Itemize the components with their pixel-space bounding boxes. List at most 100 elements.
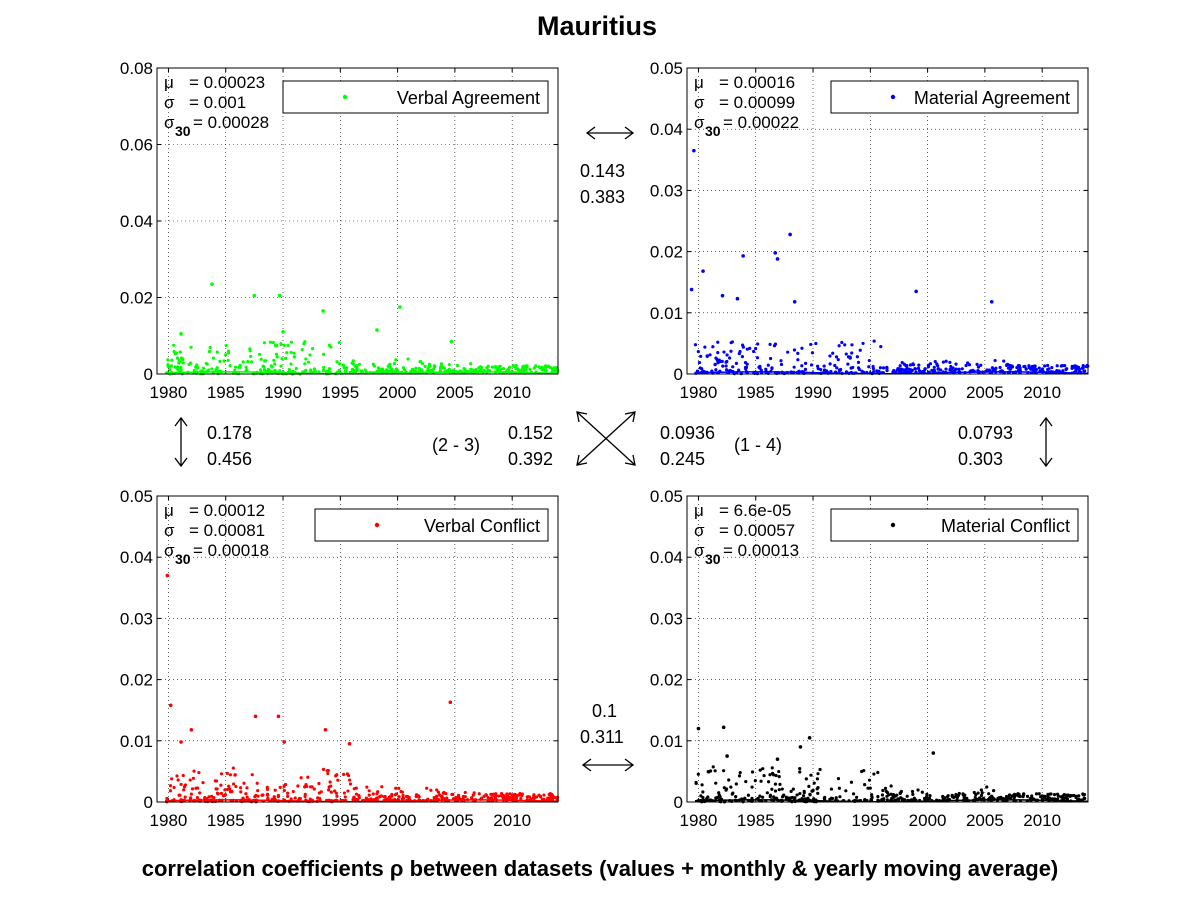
data-point xyxy=(810,351,815,355)
data-point xyxy=(250,773,254,777)
data-point xyxy=(927,796,932,800)
data-point xyxy=(401,793,405,798)
data-point-peak xyxy=(741,254,745,258)
data-point xyxy=(713,769,717,773)
data-point xyxy=(885,369,889,373)
data-point xyxy=(777,775,781,779)
data-point xyxy=(308,785,313,789)
data-point xyxy=(179,782,183,787)
data-point xyxy=(911,792,915,796)
data-point xyxy=(745,362,749,366)
data-point xyxy=(863,798,867,802)
data-point xyxy=(725,359,729,364)
data-point xyxy=(228,790,233,794)
data-point xyxy=(990,366,995,370)
data-point xyxy=(800,346,804,350)
panel-material-agreement: 1980 1985 1990 1995 2000 2005 2010 0 0.01 0.02 0.0… xyxy=(650,59,1090,402)
data-point xyxy=(714,796,718,800)
plot-area xyxy=(157,496,558,802)
data-point xyxy=(713,363,717,367)
data-point xyxy=(190,787,195,791)
x-tick-label: 1990 xyxy=(794,383,832,402)
data-point xyxy=(881,366,886,370)
data-point xyxy=(342,772,346,777)
data-point xyxy=(846,355,851,359)
data-point xyxy=(395,368,400,372)
data-point xyxy=(1056,794,1060,798)
corr-right-b: 0.303 xyxy=(958,449,1004,469)
data-point xyxy=(836,357,840,362)
data-point xyxy=(444,792,448,796)
data-point xyxy=(930,368,934,372)
data-point xyxy=(800,364,804,368)
footer-caption: correlation coefficients ρ between datas… xyxy=(142,856,1059,881)
data-point xyxy=(271,340,275,345)
data-point xyxy=(917,369,922,373)
data-point xyxy=(1065,367,1069,371)
data-point xyxy=(286,791,290,795)
data-point xyxy=(244,365,248,369)
data-point xyxy=(241,360,245,364)
data-point xyxy=(425,786,429,790)
y-tick-label: 0 xyxy=(144,365,153,384)
data-point xyxy=(1030,794,1034,798)
data-point xyxy=(836,777,841,781)
data-point xyxy=(168,789,173,793)
legend-marker xyxy=(890,522,896,528)
data-point-peak xyxy=(701,269,705,273)
data-point-peak xyxy=(792,299,797,304)
data-point xyxy=(286,343,290,347)
data-point xyxy=(326,768,330,773)
data-point xyxy=(1059,364,1063,368)
data-point xyxy=(389,369,394,373)
data-point xyxy=(482,794,486,798)
data-point xyxy=(1047,367,1051,371)
data-point xyxy=(478,365,483,369)
data-point xyxy=(175,351,179,355)
corr-top: 0.143 0.383 xyxy=(580,158,625,210)
data-point xyxy=(384,797,388,801)
data-point xyxy=(385,368,389,372)
data-point xyxy=(758,768,762,772)
data-point xyxy=(363,368,367,372)
corr-left: 0.178 0.456 xyxy=(207,420,252,472)
data-point xyxy=(910,368,914,372)
data-point xyxy=(693,343,698,347)
data-point xyxy=(406,357,410,361)
data-point-peak xyxy=(807,735,812,740)
data-point xyxy=(470,796,474,800)
data-point xyxy=(1007,793,1012,797)
data-point xyxy=(891,792,896,797)
data-point xyxy=(770,766,774,770)
data-point-peak xyxy=(449,339,454,344)
data-point xyxy=(731,365,735,369)
data-point xyxy=(543,368,547,373)
data-point xyxy=(329,345,333,349)
data-point xyxy=(506,367,511,372)
data-point xyxy=(768,342,772,346)
y-tick-label: 0 xyxy=(674,793,683,812)
data-point xyxy=(758,794,762,798)
corr-left-a: 0.178 xyxy=(207,423,253,443)
data-point xyxy=(895,793,899,797)
corr-diag-14: 0.0936 0.245 xyxy=(660,420,715,472)
data-point xyxy=(746,793,751,797)
data-point xyxy=(908,363,913,367)
pair-label-14: (1 - 4) xyxy=(734,435,783,455)
data-point xyxy=(729,349,733,353)
data-point xyxy=(708,353,712,357)
data-point-peak xyxy=(689,287,694,292)
data-point xyxy=(254,793,258,798)
data-point xyxy=(862,768,866,773)
data-point xyxy=(741,345,745,349)
legend-material-agreement: Material Agreement xyxy=(830,80,1079,114)
x-tick-label: 1980 xyxy=(150,383,188,402)
data-point xyxy=(337,368,341,372)
data-point xyxy=(936,367,941,371)
data-point xyxy=(177,361,181,365)
data-point xyxy=(261,793,265,797)
stat-sigma30-subscript: 30 xyxy=(705,551,721,567)
data-point xyxy=(744,365,749,370)
x-tick-label: 2005 xyxy=(436,383,474,402)
data-point xyxy=(355,798,359,802)
